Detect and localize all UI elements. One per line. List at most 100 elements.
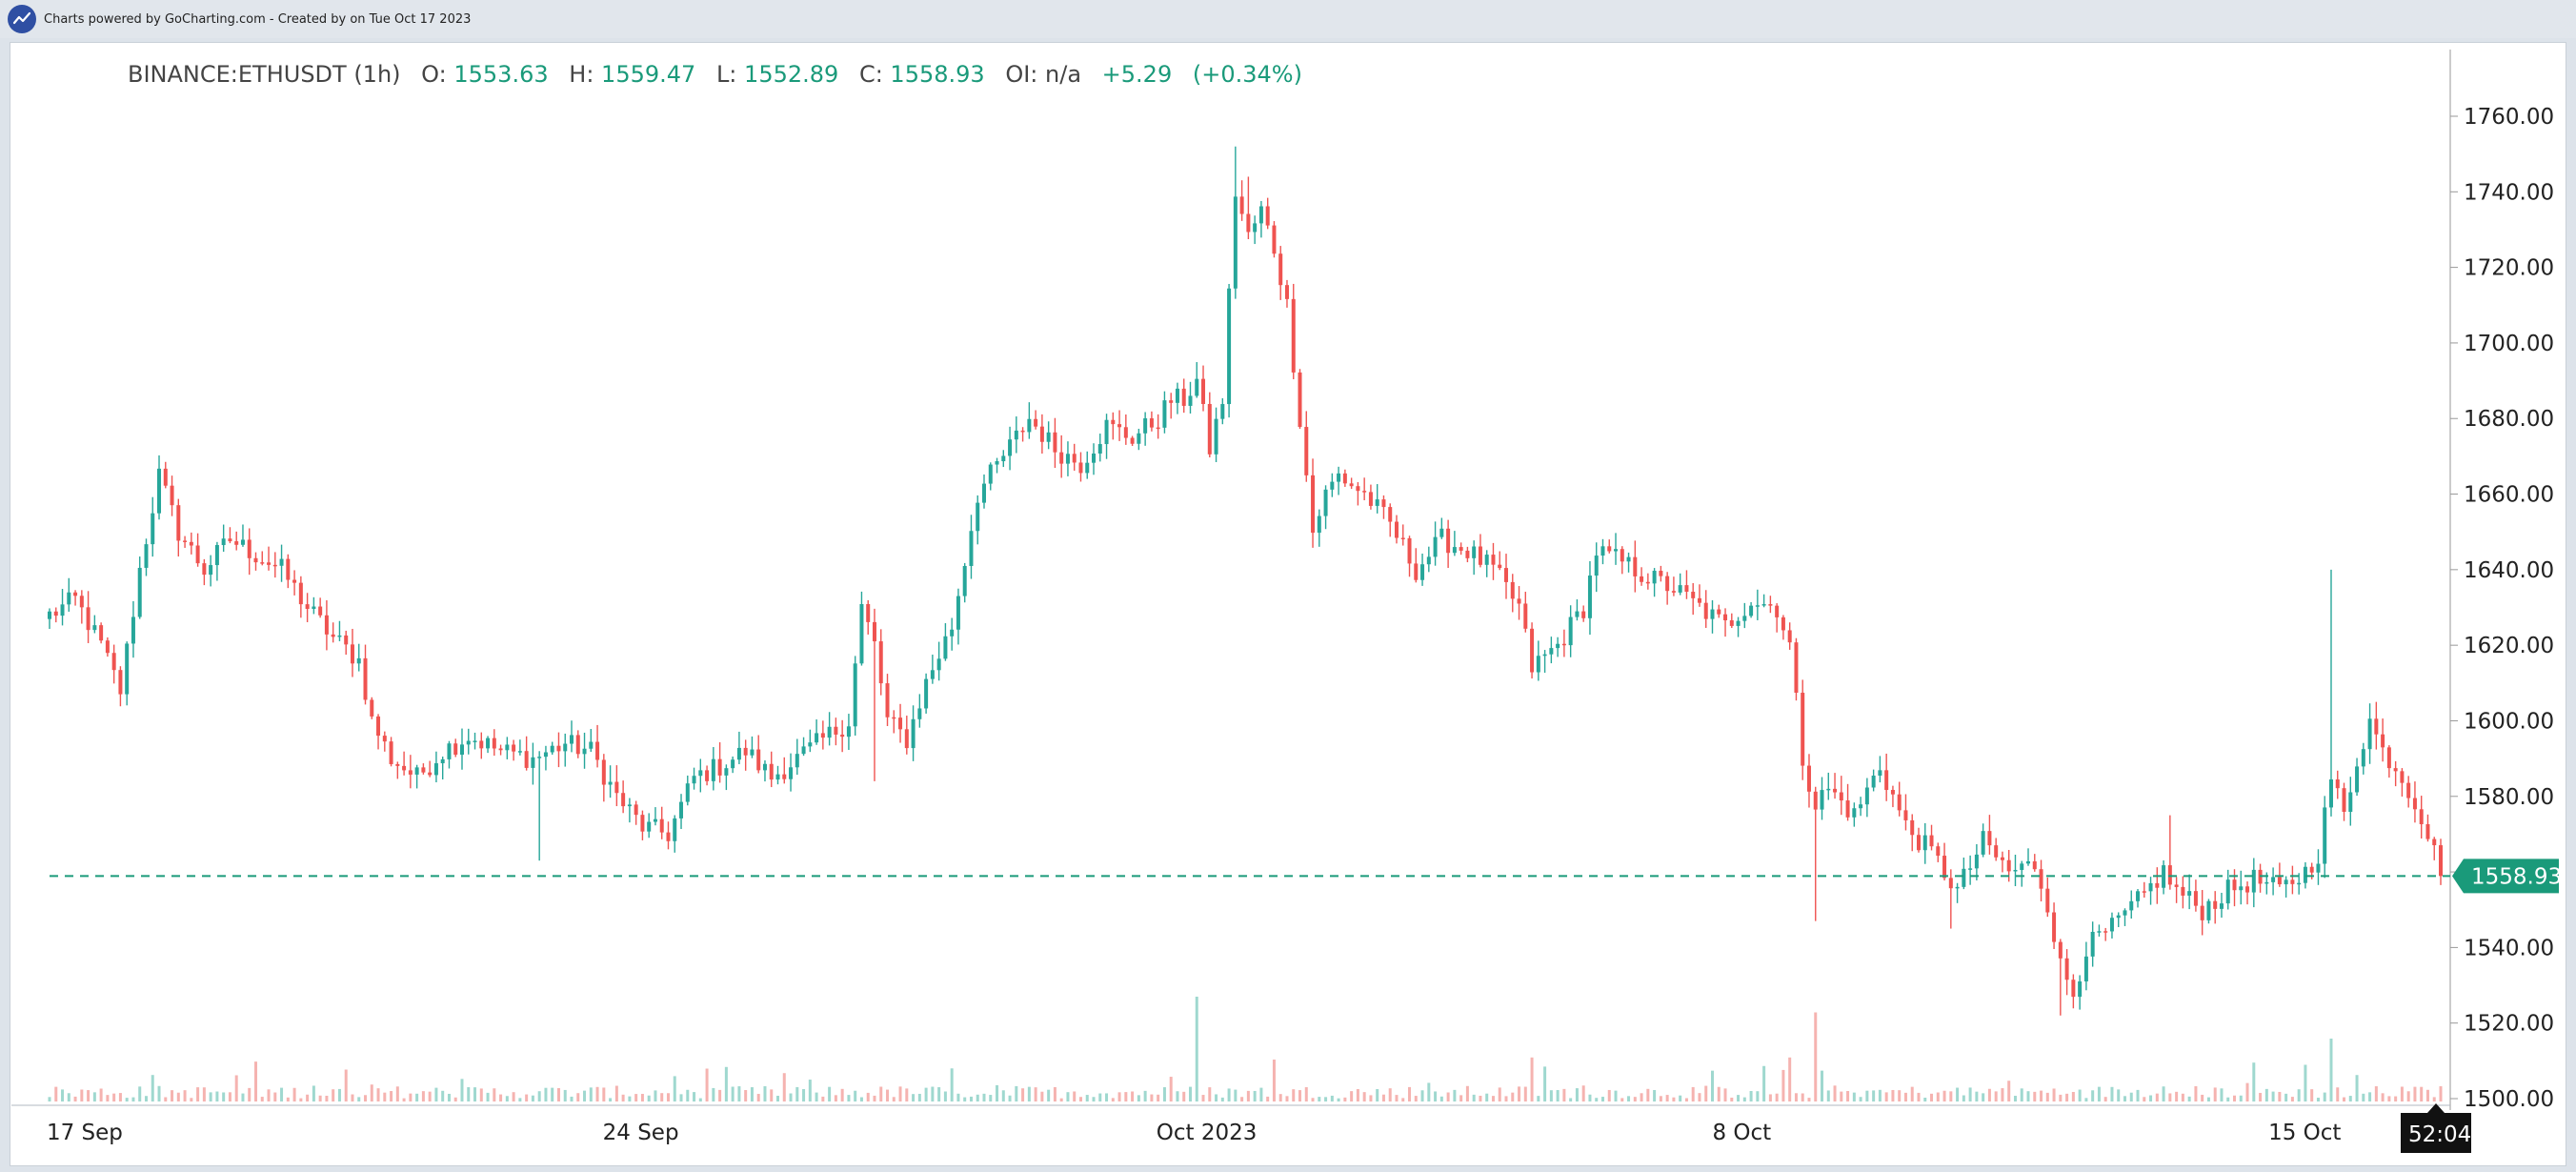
volume-bar [118, 1093, 122, 1101]
candle-body [711, 758, 715, 781]
y-tick-label: 1600.00 [2464, 709, 2554, 734]
candle-body [2400, 771, 2405, 783]
volume-bar [171, 1090, 174, 1101]
candle-body [1645, 581, 1650, 584]
candle-body [731, 759, 735, 769]
candle-body [736, 747, 741, 760]
volume-bar [576, 1093, 580, 1101]
candle-body [866, 604, 871, 622]
candle-body [1484, 555, 1489, 565]
candle-body [1761, 604, 1766, 606]
volume-bar [1059, 1098, 1063, 1101]
candle-body [634, 804, 638, 816]
candle-body [1955, 886, 1960, 889]
candle-body [428, 772, 433, 776]
volume-bar [87, 1090, 91, 1101]
candle-body [376, 716, 381, 737]
y-tick-label: 1640.00 [2464, 558, 2554, 583]
volume-bar [1775, 1093, 1779, 1101]
candle-body [1085, 462, 1090, 474]
candle-body [350, 644, 354, 664]
volume-bar [1852, 1092, 1856, 1101]
volume-bar [2432, 1097, 2436, 1101]
candle-body [286, 558, 291, 580]
candle-body [1510, 581, 1515, 599]
candle-body [2058, 941, 2063, 959]
candle-body [820, 733, 825, 738]
volume-bar [1840, 1091, 1843, 1101]
candle-body [2103, 931, 2108, 933]
candle-body [228, 538, 232, 542]
candle-body [1420, 564, 1425, 580]
volume-bar [1124, 1092, 1128, 1101]
candle-body [2393, 768, 2398, 772]
candle-body [2309, 866, 2314, 873]
candle-body [1929, 835, 1934, 847]
candle-body [1046, 432, 1051, 442]
volume-bar [563, 1089, 567, 1101]
candle-body [1001, 455, 1006, 462]
y-tick-label: 1580.00 [2464, 785, 2554, 810]
chart-panel[interactable] [10, 42, 2566, 1166]
volume-bar [1188, 1086, 1192, 1101]
x-tick-label: Oct 2023 [1157, 1121, 1258, 1145]
volume-bar [789, 1093, 793, 1101]
candle-body [743, 747, 748, 756]
candle-body [151, 513, 155, 545]
candle-body [2271, 877, 2276, 882]
candle-body [1974, 854, 1979, 869]
candle-body [1652, 571, 1657, 584]
volume-bar [2400, 1086, 2404, 1101]
candle-body [1388, 507, 1393, 522]
volume-bar [2329, 1039, 2333, 1101]
candle-body [1833, 788, 1838, 793]
candle-body [1323, 489, 1328, 516]
candle-body [1801, 692, 1805, 766]
candle-body [240, 539, 245, 545]
volume-bar [583, 1090, 587, 1101]
volume-bar [1324, 1097, 1328, 1101]
volume-bar [1898, 1090, 1902, 1101]
volume-bar [253, 1061, 257, 1101]
candle-body [370, 699, 374, 717]
candle-body [298, 582, 303, 605]
volume-bar [2304, 1064, 2307, 1101]
candle-body [486, 738, 491, 749]
volume-bar [1111, 1098, 1115, 1101]
candle-body [1813, 791, 1818, 810]
candle-body [1556, 643, 1560, 649]
volume-bar [80, 1089, 84, 1101]
candle-body [1581, 611, 1586, 618]
candle-body [111, 653, 116, 671]
volume-bar [2297, 1089, 2301, 1101]
candle-body [466, 740, 471, 745]
candle-body [1034, 418, 1038, 427]
candle-body [1278, 253, 1283, 286]
candle-body [1123, 427, 1128, 438]
candle-body [2284, 879, 2288, 885]
volume-bar [1414, 1096, 1418, 1101]
volume-bar [1176, 1091, 1179, 1101]
candle-body [1214, 418, 1218, 455]
candle-body [2181, 886, 2185, 896]
volume-bar [969, 1096, 973, 1101]
volume-bar [280, 1087, 284, 1101]
y-tick-label: 1680.00 [2464, 407, 2554, 432]
volume-bar [157, 1085, 161, 1101]
volume-bar [1749, 1090, 1753, 1101]
candle-body [1027, 418, 1032, 433]
volume-bar [614, 1085, 618, 1101]
candle-body [1272, 225, 1277, 254]
candle-body [1736, 620, 1741, 626]
trend-line-icon[interactable] [8, 5, 36, 33]
candle-body [1078, 462, 1083, 474]
volume-bar [351, 1094, 354, 1101]
volume-bar [2117, 1089, 2121, 1101]
symbol-label[interactable]: BINANCE:ETHUSDT (1h) [128, 61, 401, 88]
volume-bar [2362, 1093, 2365, 1101]
candle-body [1517, 598, 1521, 604]
countdown-label: 52:04 [2408, 1122, 2471, 1147]
candle-body [1878, 770, 1882, 776]
candle-body [2297, 882, 2302, 885]
